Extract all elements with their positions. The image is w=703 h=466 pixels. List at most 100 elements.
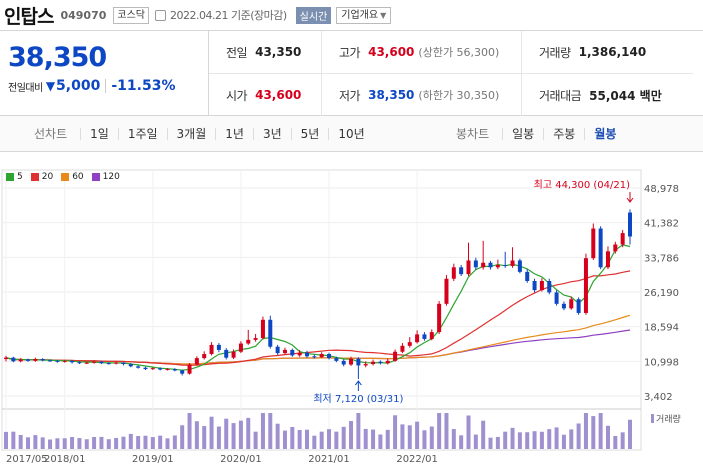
y-tick-label: 10,998 xyxy=(644,357,679,368)
volume-bar xyxy=(356,413,361,449)
stat-label: 저가 xyxy=(339,88,361,103)
tab-line-2[interactable]: 3개월 xyxy=(166,127,216,140)
volume-bar xyxy=(539,431,544,449)
stat-trading-value: 거래대금 55,044 백만 xyxy=(522,74,693,116)
y-tick-label: 41,382 xyxy=(644,219,679,230)
volume-bar xyxy=(620,432,625,449)
y-tick-label: 18,594 xyxy=(644,323,679,334)
candle-chart-tabs: 봉차트 일봉 주봉 월봉 xyxy=(456,125,625,142)
candle-body xyxy=(569,299,574,309)
volume-bar xyxy=(216,426,221,449)
candle-body xyxy=(444,278,449,304)
stat-value: 38,350 xyxy=(368,88,415,102)
candle-body xyxy=(583,258,588,313)
y-tick-label: 48,978 xyxy=(644,184,679,195)
candle-body xyxy=(576,299,581,313)
volume-bar xyxy=(62,438,67,449)
candle-body xyxy=(187,364,192,374)
ma120-line xyxy=(5,329,631,365)
base-date: 2022.04.21 기준(장마감) xyxy=(170,9,287,22)
candle-body xyxy=(84,362,89,364)
volume-bar xyxy=(583,413,588,449)
legend-item: 60 xyxy=(61,172,84,182)
x-tick-label: 2017/05 xyxy=(6,454,48,465)
ma60-line xyxy=(5,314,631,365)
candle-body xyxy=(378,361,383,364)
volume-bar xyxy=(150,437,155,449)
legend-swatch xyxy=(61,173,70,181)
candle-body xyxy=(304,352,309,357)
tab-line-0[interactable]: 1일 xyxy=(80,127,118,140)
candle-body xyxy=(554,292,559,304)
volume-bar xyxy=(547,429,552,449)
candle-body xyxy=(70,360,75,363)
stock-name: 인탑스 xyxy=(4,5,54,28)
candle-body xyxy=(385,360,390,364)
x-tick-label: 2020/01 xyxy=(220,454,262,465)
candle-body xyxy=(62,360,67,362)
volume-bar xyxy=(246,417,251,449)
volume-bar xyxy=(459,435,464,449)
candle-body xyxy=(466,260,471,275)
candle-body xyxy=(407,342,412,346)
candle-body xyxy=(238,343,243,352)
tab-candle-2[interactable]: 월봉 xyxy=(584,127,625,140)
candle-body xyxy=(18,359,23,362)
candle-body xyxy=(400,345,405,352)
tab-line-1[interactable]: 1주일 xyxy=(117,127,167,140)
volume-bar xyxy=(569,429,574,449)
volume-bar xyxy=(297,430,302,449)
candle-body xyxy=(356,358,361,366)
volume-bar xyxy=(444,413,449,449)
chart-frame xyxy=(1,169,642,451)
volume-bar xyxy=(525,432,530,449)
y-tick-label: 3,402 xyxy=(644,392,673,403)
tab-line-6[interactable]: 10년 xyxy=(328,127,373,140)
candle-body xyxy=(517,260,522,272)
stat-value: 43,350 xyxy=(255,45,302,59)
volume-bar xyxy=(55,438,60,449)
stat-sub: (상한가 56,300) xyxy=(418,46,500,59)
volume-bar xyxy=(304,429,309,449)
tab-line-5[interactable]: 5년 xyxy=(290,127,329,140)
candle-body xyxy=(11,357,16,362)
candle-body xyxy=(26,359,31,361)
candle-body xyxy=(312,356,317,358)
realtime-button[interactable]: 실시간 xyxy=(295,6,332,24)
candle-body xyxy=(620,233,625,245)
legend-swatch xyxy=(6,173,14,181)
high-annotation: 최고 44,300 (04/21) xyxy=(534,179,630,191)
volume-bar xyxy=(437,413,442,449)
stock-header: 인탑스 049070 코스닥 2022.04.21 기준(장마감) 실시간 기업… xyxy=(0,0,703,30)
stock-code: 049070 xyxy=(60,8,107,22)
volume-bar xyxy=(510,427,515,449)
volume-bar xyxy=(290,427,295,449)
candle-body xyxy=(297,352,302,356)
volume-bar xyxy=(158,435,163,449)
tab-candle-0[interactable]: 일봉 xyxy=(502,127,543,140)
volume-bar xyxy=(136,436,141,449)
volume-bar xyxy=(106,439,111,449)
stat-label: 시가 xyxy=(226,88,248,103)
chevron-down-icon: ▼ xyxy=(380,10,387,20)
volume-bar xyxy=(334,431,339,449)
candle-body xyxy=(437,303,442,333)
candle-body xyxy=(216,344,221,350)
volume-bar xyxy=(319,431,324,449)
candle-body xyxy=(525,271,530,282)
tab-candle-1[interactable]: 주봉 xyxy=(543,127,584,140)
candle-body xyxy=(327,354,332,359)
stat-open: 시가 43,600 xyxy=(209,74,322,116)
stat-sub: (하한가 30,350) xyxy=(418,89,500,102)
x-tick-label: 2021/01 xyxy=(308,454,350,465)
tab-line-4[interactable]: 3년 xyxy=(252,127,291,140)
legend-swatch xyxy=(30,173,39,181)
high-arrow-head xyxy=(626,197,634,203)
volume-bar xyxy=(224,418,229,449)
volume-bar xyxy=(209,416,214,449)
candle-body xyxy=(92,361,97,363)
down-triangle-icon: ▼ xyxy=(45,79,56,93)
company-info-dropdown[interactable]: 기업개요 ▼ xyxy=(336,6,392,24)
stat-prev-close: 전일 43,350 xyxy=(209,31,322,74)
tab-line-3[interactable]: 1년 xyxy=(215,127,253,140)
